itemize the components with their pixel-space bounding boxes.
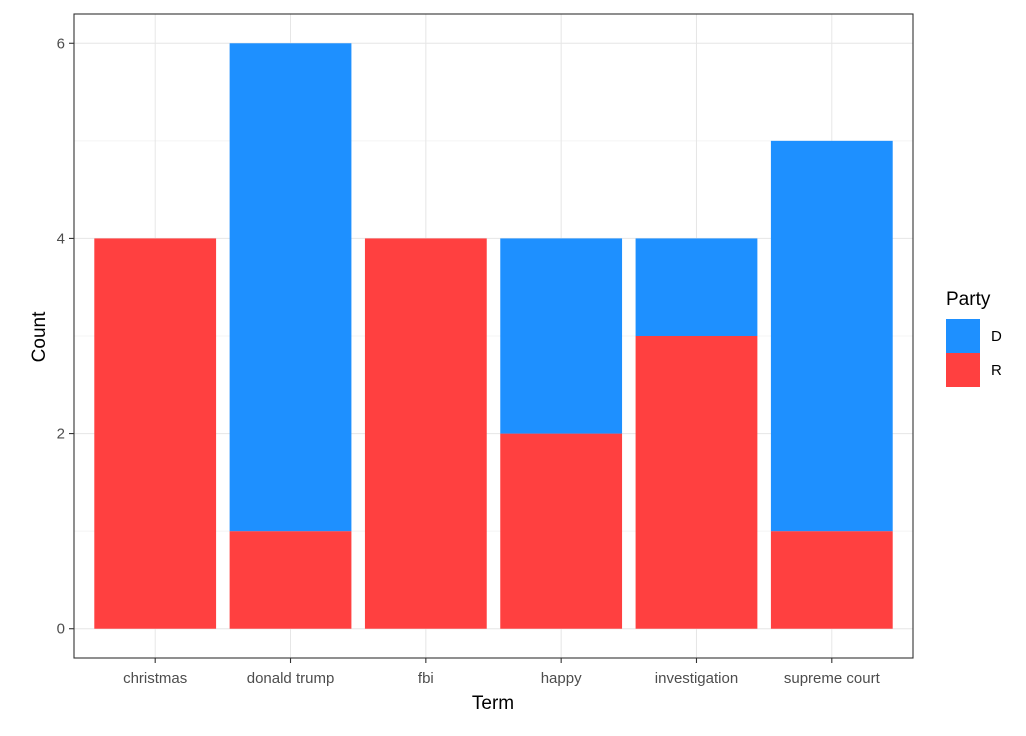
legend: Party DR — [946, 289, 1002, 387]
x-tick-label: supreme court — [784, 670, 881, 687]
bar-D-supreme-court — [770, 140, 893, 532]
plot-panel-border — [73, 13, 914, 659]
legend-title: Party — [946, 289, 991, 310]
legend-label-D: D — [991, 328, 1002, 345]
legend-key-R — [946, 353, 980, 387]
bar-R-christmas — [94, 238, 217, 629]
bar-D-happy — [500, 238, 623, 434]
bar-R-supreme-court — [770, 531, 893, 629]
x-tick-label: investigation — [655, 670, 738, 687]
x-tick-label: happy — [541, 670, 582, 687]
y-axis: 0 2 4 6 — [57, 35, 74, 638]
y-tick-label: 6 — [57, 35, 65, 52]
bar-R-fbi — [364, 238, 487, 629]
bar-R-happy — [500, 433, 623, 629]
bar-D-donald-trump — [229, 43, 352, 532]
bar-R-investigation — [635, 336, 758, 629]
y-tick-label: 2 — [57, 426, 65, 443]
x-axis-title: Term — [472, 693, 514, 714]
x-tick-label: donald trump — [247, 670, 335, 687]
x-tick-label: christmas — [123, 670, 187, 687]
x-tick-label: fbi — [418, 670, 434, 687]
legend-label-R: R — [991, 362, 1002, 379]
y-tick-label: 4 — [57, 230, 65, 247]
bar-D-investigation — [635, 238, 758, 336]
bars — [94, 43, 893, 629]
bar-R-donald-trump — [229, 531, 352, 629]
y-tick-label: 0 — [57, 621, 65, 638]
legend-key-D — [946, 319, 980, 353]
y-axis-title: Count — [29, 311, 50, 362]
x-axis: christmas donald trump fbi happy investigati… — [123, 658, 881, 687]
